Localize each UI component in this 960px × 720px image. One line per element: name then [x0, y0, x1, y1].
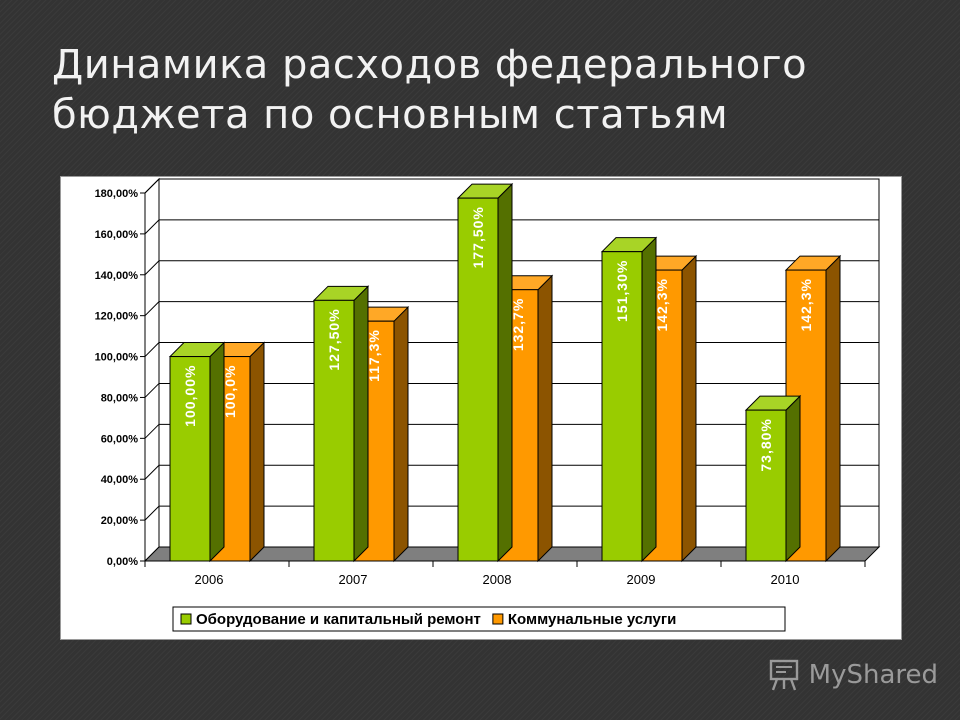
y-tick-label: 140,00%: [95, 270, 139, 282]
bar-chart: 0,00% 20,00% 40,00% 60,00% 80,00% 100,00% 120,…: [95, 177, 881, 632]
y-tick-label: 20,00%: [101, 515, 139, 527]
x-tick-label: 2007: [339, 572, 368, 587]
chart-area: 0,00% 20,00% 40,00% 60,00% 80,00% 100,00% 120,…: [60, 176, 902, 640]
data-label: 100,0%: [222, 365, 238, 418]
data-label: 117,3%: [366, 329, 382, 382]
slide-title: Динамика расходов федерального бюджета п…: [52, 42, 808, 138]
bar-side-2: [249, 341, 265, 563]
y-gridline: [144, 219, 879, 235]
x-tick-label: 2008: [483, 572, 512, 587]
bar-side-1: [785, 394, 801, 563]
bar-side-2: [393, 305, 409, 563]
y-tick-label: 120,00%: [95, 311, 139, 323]
y-tick-label: 40,00%: [101, 474, 139, 486]
legend-swatch-2: [492, 613, 504, 625]
bar-side-1: [497, 182, 513, 563]
y-gridline: [144, 178, 879, 194]
data-label: 132,7%: [510, 298, 526, 351]
bar-series-1: [601, 251, 643, 562]
presentation-board-icon: [769, 659, 798, 691]
legend-box: [172, 606, 786, 632]
x-tick-label: 2006: [195, 572, 224, 587]
legend-swatch-1: [180, 613, 192, 625]
logo-text: MyShared: [808, 660, 938, 690]
x-tick-label: 2009: [627, 572, 656, 587]
data-label: 73,80%: [758, 418, 774, 471]
data-label: 142,3%: [798, 278, 814, 331]
side-wall: [144, 177, 160, 563]
y-tick-label: 80,00%: [101, 392, 139, 404]
data-label: 151,30%: [614, 260, 630, 322]
bar-side-1: [209, 341, 225, 563]
bar-series-1: [745, 409, 787, 562]
legend-label-1: Оборудование и капитальный ремонт: [196, 611, 481, 628]
bar-side-2: [537, 274, 553, 563]
y-tick-label: 0,00%: [107, 556, 138, 568]
myshared-logo: MyShared: [767, 658, 938, 692]
data-label: 177,50%: [470, 206, 486, 268]
data-label: 100,00%: [182, 365, 198, 427]
bar-series-1: [313, 299, 355, 562]
data-label: 127,50%: [326, 308, 342, 370]
x-tick-label: 2010: [771, 572, 800, 587]
y-tick-label: 100,00%: [95, 352, 139, 364]
y-tick-label: 160,00%: [95, 229, 139, 241]
bar-side-1: [641, 236, 657, 563]
bar-series-1: [457, 197, 499, 562]
bar-side-2: [681, 254, 697, 563]
legend-label-2: Коммунальные услуги: [508, 611, 676, 628]
bar-series-1: [169, 356, 211, 562]
y-tick-label: 60,00%: [101, 433, 139, 445]
bar-side-2: [825, 254, 841, 563]
y-tick-label: 180,00%: [95, 188, 139, 200]
data-label: 142,3%: [654, 278, 670, 331]
bar-side-1: [353, 285, 369, 563]
